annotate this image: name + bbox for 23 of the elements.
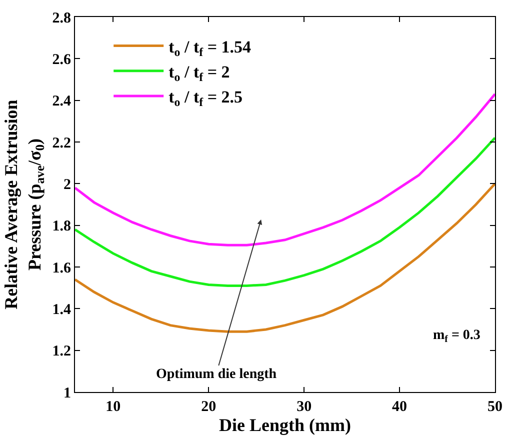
annotation: Optimum die length xyxy=(156,367,277,382)
y-tick-label: 1 xyxy=(64,385,71,402)
y-tick-label: 2.2 xyxy=(52,135,71,152)
legend-label: t$_{o}$ / t$_{f}$ = 1.54 xyxy=(168,37,252,59)
legend-label: t$_{o}$ / t$_{f}$ = 2.5 xyxy=(168,88,243,110)
y-tick-label: 2.8 xyxy=(52,10,71,26)
line-series xyxy=(75,136,495,287)
line-series xyxy=(75,92,495,246)
y-tick-label: 1.8 xyxy=(52,218,71,235)
y-tick-label: 1.4 xyxy=(52,302,72,318)
y-tick-label: 1.2 xyxy=(52,344,71,360)
y-tick-label: 1.6 xyxy=(52,260,72,276)
legend-label: t$_{o}$ / t$_{f}$ = 2 xyxy=(168,62,230,84)
x-tick-label: 20 xyxy=(201,399,216,415)
y-tick-label: 2.4 xyxy=(52,94,72,110)
x-tick-label: 50 xyxy=(488,399,502,415)
y-tick-label: 2.6 xyxy=(52,52,72,68)
x-tick-label: 10 xyxy=(106,399,121,415)
x-tick-label: 30 xyxy=(296,399,312,415)
x-axis-title: Die Length (mm) xyxy=(219,415,351,436)
annotation: m$_{f}$ = 0.3 xyxy=(433,328,480,345)
x-tick-label: 40 xyxy=(392,399,408,415)
y-tick-label: 2 xyxy=(64,176,71,193)
